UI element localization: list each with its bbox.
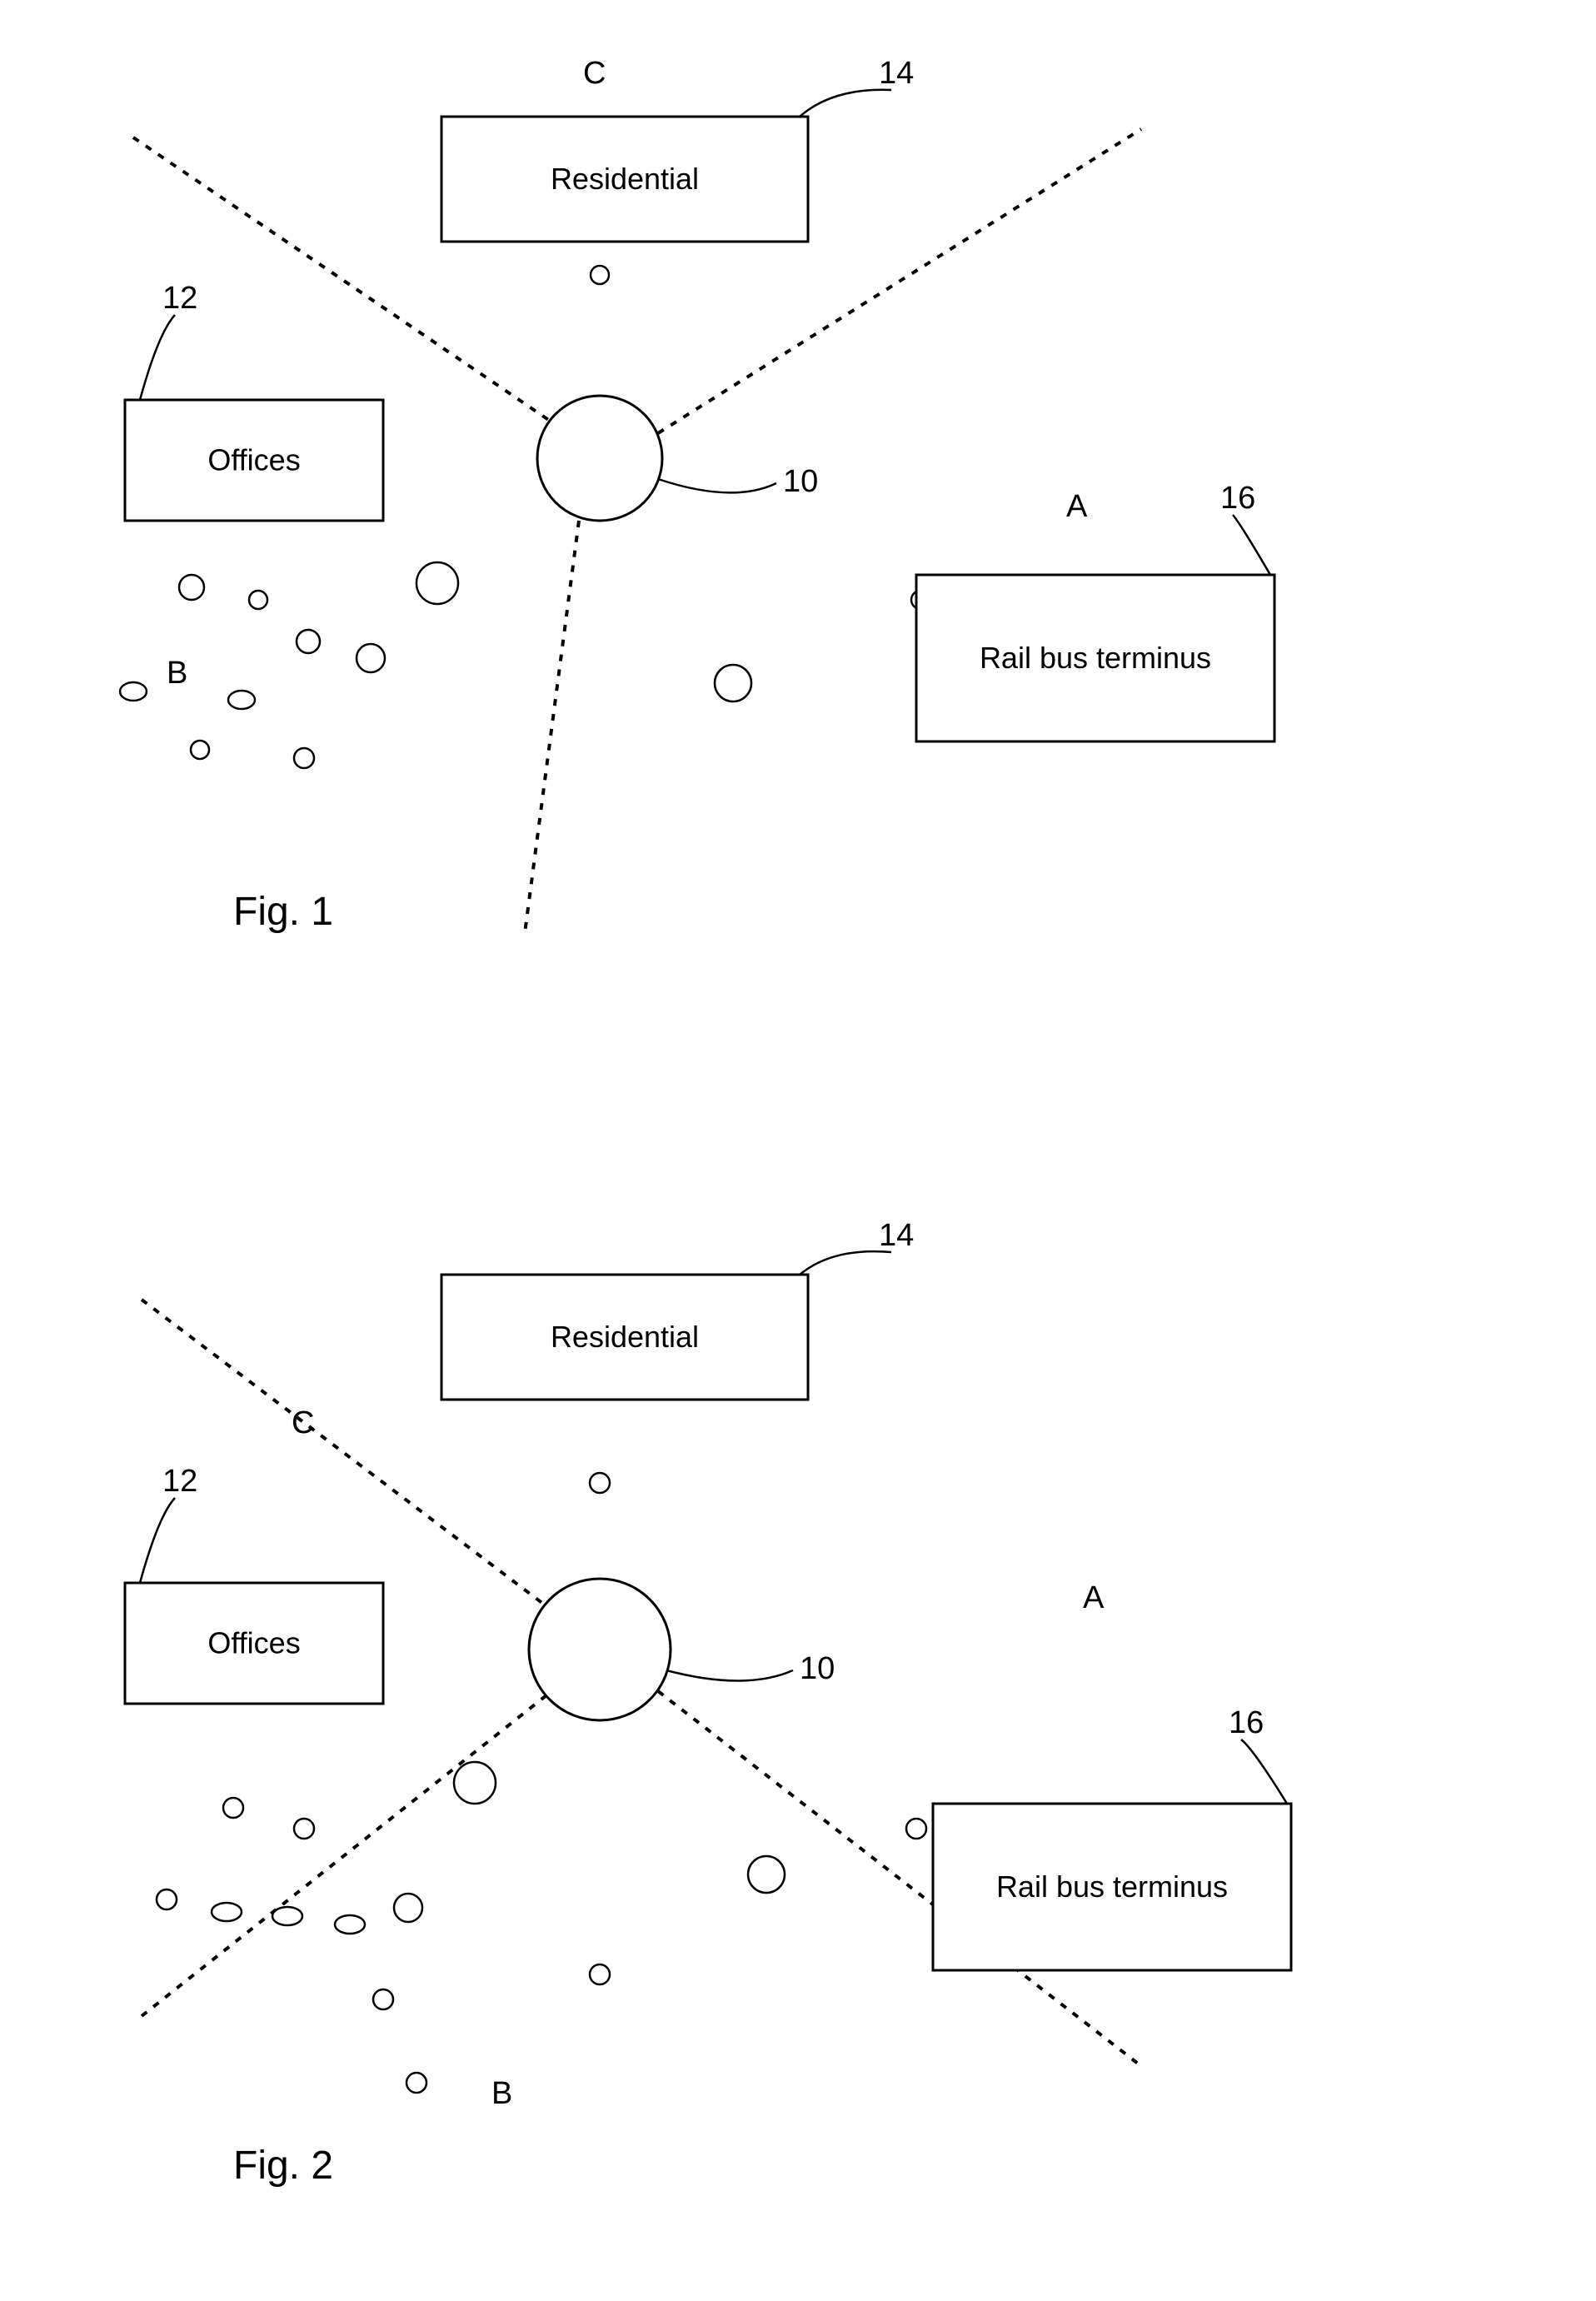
zone-divider-line xyxy=(142,1695,546,2016)
zone-label-B: B xyxy=(167,656,187,691)
scatter-dot xyxy=(906,1819,926,1839)
offices-label: Offices xyxy=(207,1626,300,1660)
leader-line xyxy=(1233,515,1270,575)
diagram-canvas: 10 Residential 14 Offices 12 Rail bus terminu… xyxy=(0,0,1596,2301)
scatter-dot xyxy=(373,1989,393,2009)
figure-label: Fig. 2 xyxy=(233,2144,333,2188)
scatter-dot xyxy=(179,575,204,600)
scatter-dot xyxy=(590,1473,610,1493)
scatter-dot xyxy=(416,562,458,604)
zone-label-A: A xyxy=(1083,1580,1105,1615)
ref-number-12: 12 xyxy=(162,281,197,316)
ref-number-16: 16 xyxy=(1220,481,1255,516)
scatter-dot xyxy=(297,630,320,653)
scatter-dot xyxy=(748,1856,785,1893)
scatter-ellipse xyxy=(272,1907,302,1925)
zone-label-B: B xyxy=(491,2076,512,2111)
residential-label: Residential xyxy=(551,1320,699,1354)
zone-label-C: C xyxy=(583,56,606,91)
scatter-dot xyxy=(406,2073,426,2093)
scatter-dot xyxy=(294,748,314,768)
scatter-ellipse xyxy=(335,1915,365,1934)
ref-number-10: 10 xyxy=(783,464,818,499)
offices-label: Offices xyxy=(207,443,300,477)
scatter-ellipse xyxy=(228,691,255,709)
leader-line xyxy=(140,1498,175,1583)
center-hub-circle xyxy=(537,396,662,521)
scatter-dot xyxy=(715,665,751,701)
leader-line xyxy=(800,1251,891,1275)
scatter-dot xyxy=(394,1894,422,1922)
ref-number-10: 10 xyxy=(800,1651,835,1686)
zone-label-C: C xyxy=(292,1405,314,1440)
figure-label: Fig. 1 xyxy=(233,890,333,934)
scatter-ellipse xyxy=(120,682,147,701)
leader-line xyxy=(658,479,776,492)
scatter-ellipse xyxy=(212,1903,242,1921)
scatter-dot xyxy=(591,266,609,284)
scatter-dot xyxy=(357,644,385,672)
terminus-label: Rail bus terminus xyxy=(996,1869,1228,1904)
scatter-dot xyxy=(249,591,267,609)
scatter-dot xyxy=(157,1889,177,1909)
ref-number-14: 14 xyxy=(879,56,914,91)
scatter-dot xyxy=(454,1762,496,1804)
center-hub-circle xyxy=(529,1579,671,1720)
ref-number-12: 12 xyxy=(162,1464,197,1499)
scatter-dot xyxy=(223,1798,243,1818)
leader-line xyxy=(800,90,891,117)
residential-label: Residential xyxy=(551,162,699,196)
ref-number-16: 16 xyxy=(1229,1705,1264,1740)
zone-label-A: A xyxy=(1066,489,1088,524)
ref-number-14: 14 xyxy=(879,1218,914,1253)
leader-line xyxy=(140,315,175,400)
terminus-label: Rail bus terminus xyxy=(980,641,1211,675)
scatter-dot xyxy=(294,1819,314,1839)
scatter-dot xyxy=(191,741,209,759)
scatter-dot xyxy=(590,1964,610,1984)
zone-divider-line xyxy=(525,521,579,933)
leader-line xyxy=(666,1670,793,1681)
leader-line xyxy=(1241,1739,1287,1804)
